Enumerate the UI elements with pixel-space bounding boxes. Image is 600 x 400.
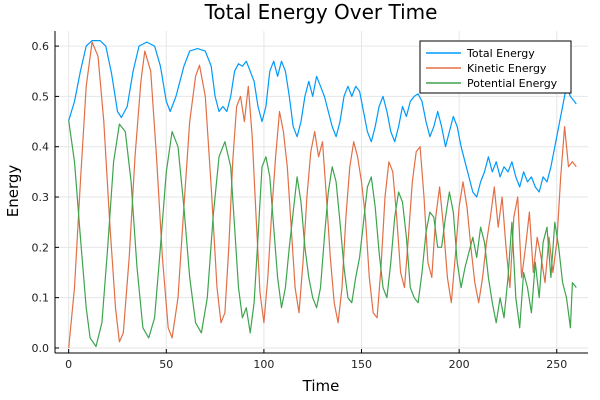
y-tick-label: 0.3 [32,191,50,204]
y-tick-label: 0.1 [32,292,50,305]
y-tick-label: 0.5 [32,90,50,103]
tick-labels: 0 50 100 150 200 250 0.0 0.1 0.2 0.3 0.4 0.5 0.6 [32,40,568,371]
y-tick-label: 0.4 [32,141,50,154]
y-axis-label: Energy [4,165,22,218]
total-energy-line [68,40,577,198]
x-tick-label: 250 [546,358,567,371]
x-axis-label: Time [302,377,340,395]
y-tick-label: 0.6 [32,40,50,53]
kinetic-energy-legend-label: Kinetic Energy [467,62,547,75]
potential-energy-legend-label: Potential Energy [467,77,558,90]
x-tick-label: 50 [159,358,173,371]
legend: Total Energy Kinetic Energy Potential Ener… [419,40,572,94]
kinetic-energy-line [68,41,577,349]
axes [54,31,588,354]
y-tick-label: 0.0 [32,342,50,355]
x-tick-label: 0 [65,358,72,371]
legend-box [419,40,572,94]
x-tick-label: 200 [449,358,470,371]
x-tick-label: 100 [253,358,274,371]
potential-energy-line [68,120,577,348]
x-tick-label: 150 [351,358,372,371]
chart-title: Total Energy Over Time [204,0,438,24]
total-energy-legend-label: Total Energy [466,47,535,60]
series-lines [68,40,577,349]
y-tick-label: 0.2 [32,241,50,254]
